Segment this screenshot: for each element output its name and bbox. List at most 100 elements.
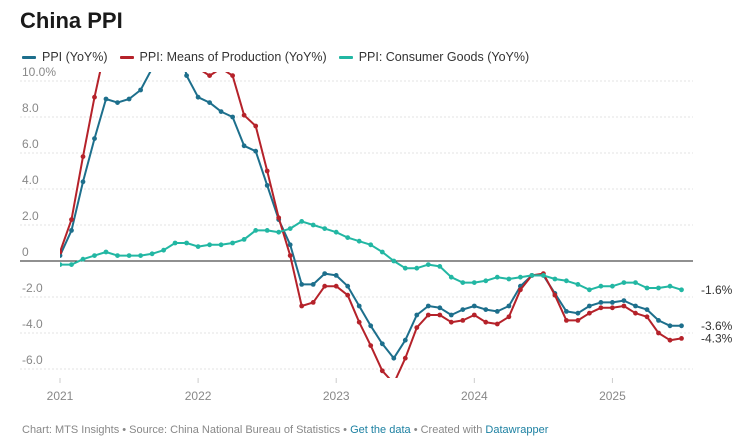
data-point xyxy=(80,154,86,160)
data-point xyxy=(207,73,213,78)
data-point xyxy=(333,229,339,235)
data-point xyxy=(437,312,443,318)
data-point xyxy=(587,287,592,293)
data-point xyxy=(414,312,420,318)
data-point xyxy=(529,273,535,278)
y-tick-label: 8.0 xyxy=(22,101,39,115)
x-tick-label: 2025 xyxy=(599,389,626,403)
data-point xyxy=(379,249,385,255)
chart-legend: PPI (YoY%) PPI: Means of Production (YoY… xyxy=(22,48,541,66)
series-group xyxy=(60,30,684,386)
data-point xyxy=(253,148,259,154)
data-point xyxy=(69,228,74,233)
data-point xyxy=(126,96,132,102)
y-tick-label: 4.0 xyxy=(22,173,39,187)
data-point xyxy=(644,307,650,312)
data-point xyxy=(598,305,604,311)
data-point xyxy=(471,280,477,285)
data-point xyxy=(610,305,615,311)
data-point xyxy=(241,143,247,149)
data-point xyxy=(310,300,316,305)
data-point xyxy=(575,310,581,316)
data-point xyxy=(241,237,247,242)
data-point xyxy=(656,285,661,291)
data-point xyxy=(633,310,638,316)
datawrapper-link[interactable]: Datawrapper xyxy=(485,424,549,436)
data-point xyxy=(184,73,190,78)
data-point xyxy=(414,265,420,271)
data-point xyxy=(483,307,489,312)
data-point xyxy=(207,242,213,248)
data-point xyxy=(506,276,512,282)
data-point xyxy=(391,381,396,386)
data-point xyxy=(69,262,74,267)
data-point xyxy=(126,253,132,258)
data-point xyxy=(448,274,454,280)
data-point xyxy=(552,292,558,298)
data-point xyxy=(621,303,627,309)
data-point xyxy=(368,323,374,329)
data-point xyxy=(425,303,431,309)
data-point xyxy=(333,273,339,278)
data-point xyxy=(219,66,224,71)
data-point xyxy=(287,253,293,258)
data-point xyxy=(621,280,627,285)
data-point xyxy=(518,274,523,280)
data-point xyxy=(230,240,236,246)
data-point xyxy=(587,310,592,316)
data-point xyxy=(621,298,627,303)
x-tick-label: 2023 xyxy=(323,389,350,403)
data-point xyxy=(633,280,638,285)
data-point xyxy=(437,305,443,311)
data-point xyxy=(184,240,190,246)
data-point xyxy=(103,96,109,102)
data-point xyxy=(460,318,466,323)
data-point xyxy=(92,253,97,258)
y-tick-label: 2.0 xyxy=(22,209,39,223)
data-point xyxy=(60,253,63,258)
data-point xyxy=(679,336,684,341)
data-point xyxy=(253,228,259,233)
data-point xyxy=(402,265,408,271)
legend-swatch-means-of-production xyxy=(119,55,134,59)
data-point xyxy=(494,321,500,327)
data-point xyxy=(69,217,74,223)
data-point xyxy=(356,319,362,325)
data-point xyxy=(138,30,143,35)
series-end-label: -4.3% xyxy=(701,331,733,345)
data-point xyxy=(541,273,546,278)
data-point xyxy=(402,355,408,361)
data-point xyxy=(564,318,569,323)
data-point xyxy=(310,222,316,228)
data-point xyxy=(172,240,178,246)
data-point xyxy=(598,300,604,305)
legend-item-means-of-production: PPI: Means of Production (YoY%) xyxy=(119,50,327,64)
data-point xyxy=(656,318,661,323)
legend-swatch-consumer-goods xyxy=(338,55,353,59)
legend-item-consumer-goods: PPI: Consumer Goods (YoY%) xyxy=(338,50,529,64)
data-point xyxy=(322,226,328,232)
data-point xyxy=(345,292,351,298)
data-point xyxy=(437,264,443,269)
data-point xyxy=(218,242,224,248)
get-the-data-link[interactable]: Get the data xyxy=(350,424,411,436)
data-point xyxy=(633,303,638,309)
data-point xyxy=(402,337,408,343)
chart-title: China PPI xyxy=(20,8,123,33)
data-point xyxy=(299,282,305,287)
y-tick-label: 0 xyxy=(22,245,29,259)
data-point xyxy=(391,355,397,361)
data-point xyxy=(587,303,592,309)
data-point xyxy=(253,123,259,129)
data-point xyxy=(506,303,512,309)
data-point xyxy=(345,283,351,289)
data-point xyxy=(356,238,362,244)
footer-created-with: • Created with xyxy=(413,424,483,436)
data-point xyxy=(575,282,581,287)
data-point xyxy=(287,226,293,232)
x-tick-label: 2024 xyxy=(461,389,488,403)
data-point xyxy=(299,219,305,224)
data-point xyxy=(115,253,120,258)
data-point xyxy=(322,271,328,276)
data-point xyxy=(80,256,86,262)
